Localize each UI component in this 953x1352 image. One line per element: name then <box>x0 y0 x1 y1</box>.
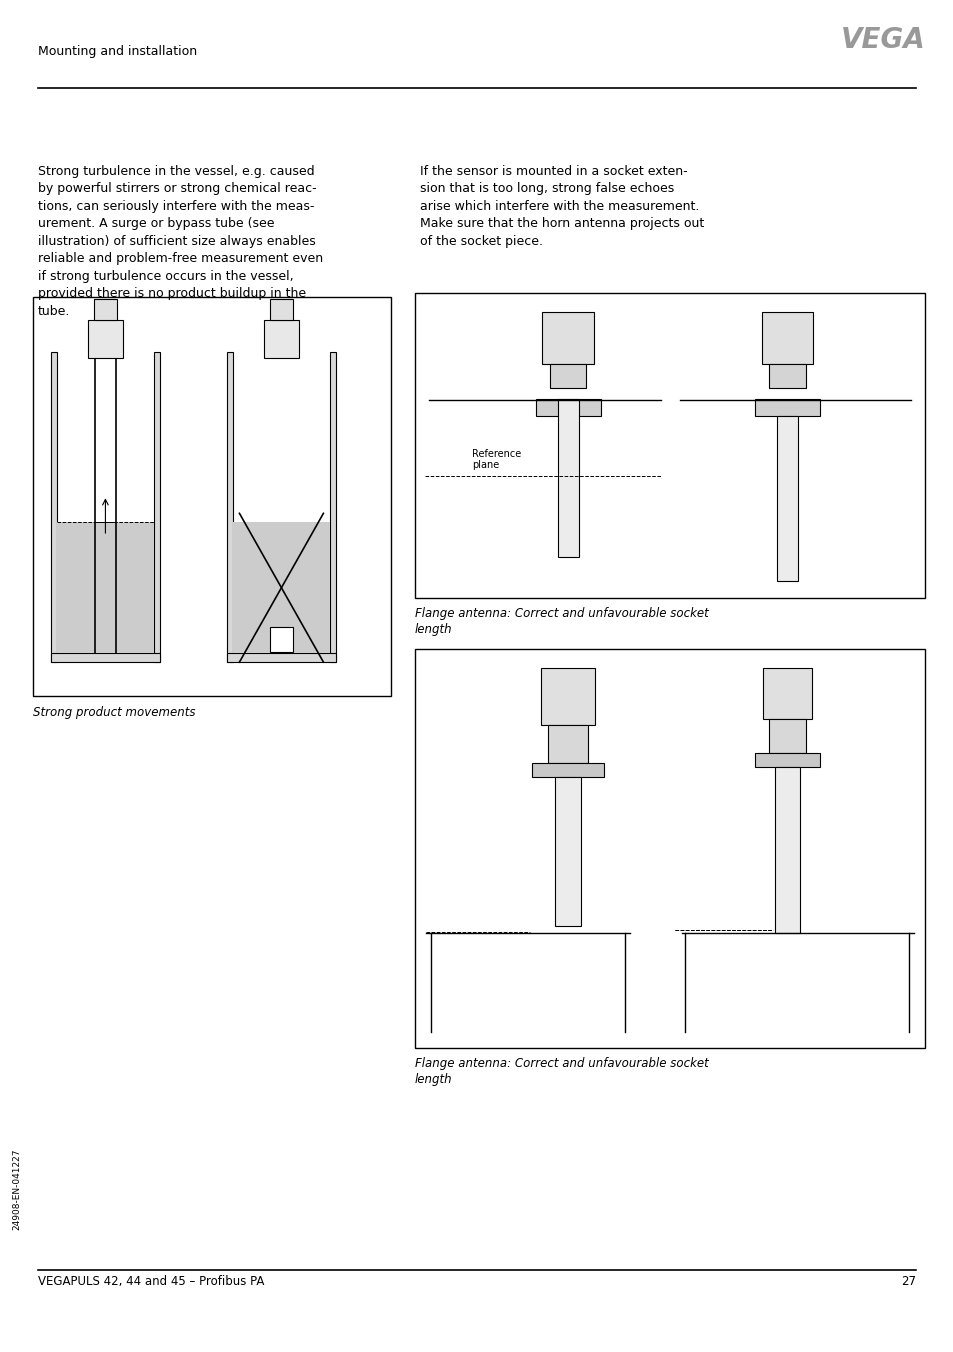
Text: 27: 27 <box>900 1275 915 1288</box>
Bar <box>415 293 924 598</box>
Text: VEGAPULS 42, 44 and 45 – Profibus PA: VEGAPULS 42, 44 and 45 – Profibus PA <box>38 1275 264 1288</box>
Bar <box>769 719 805 753</box>
Bar <box>33 297 391 696</box>
Text: Flange antenna: Correct and unfavourable socket
length: Flange antenna: Correct and unfavourable… <box>415 607 708 635</box>
Bar <box>415 649 924 1048</box>
Text: If the sensor is mounted in a socket exten-
sion that is too long, strong false : If the sensor is mounted in a socket ext… <box>419 165 703 247</box>
Bar <box>89 320 122 358</box>
Bar <box>57 522 153 653</box>
Text: 24908-EN-041227: 24908-EN-041227 <box>12 1149 21 1230</box>
Bar <box>762 668 812 719</box>
Polygon shape <box>537 926 598 1023</box>
Bar <box>547 725 587 763</box>
Bar <box>769 364 805 388</box>
Bar <box>541 312 593 364</box>
Bar <box>531 763 603 777</box>
Bar <box>775 767 800 933</box>
Bar <box>541 668 595 725</box>
Bar <box>94 299 117 320</box>
Bar <box>755 753 820 767</box>
Bar <box>549 364 585 388</box>
Text: VEGA: VEGA <box>840 26 924 54</box>
Bar <box>233 522 330 653</box>
Bar <box>555 777 581 926</box>
Text: Strong product movements: Strong product movements <box>33 706 195 719</box>
Bar <box>557 399 578 557</box>
Bar <box>270 627 293 652</box>
Polygon shape <box>549 557 587 587</box>
Bar <box>227 653 335 662</box>
Bar <box>755 399 820 416</box>
Text: Reference
plane: Reference plane <box>472 449 521 470</box>
Text: Strong turbulence in the vessel, e.g. caused
by powerful stirrers or strong chem: Strong turbulence in the vessel, e.g. ca… <box>38 165 323 318</box>
Bar <box>227 352 233 662</box>
Bar <box>264 320 298 358</box>
Bar <box>153 352 160 662</box>
Bar <box>270 299 293 320</box>
Bar <box>51 352 57 662</box>
Text: Mounting and installation: Mounting and installation <box>38 45 197 58</box>
Bar <box>536 399 600 416</box>
Text: Flange antenna: Correct and unfavourable socket
length: Flange antenna: Correct and unfavourable… <box>415 1057 708 1086</box>
Bar <box>777 416 798 581</box>
Bar <box>330 352 335 662</box>
Bar <box>761 312 813 364</box>
Bar <box>51 653 160 662</box>
